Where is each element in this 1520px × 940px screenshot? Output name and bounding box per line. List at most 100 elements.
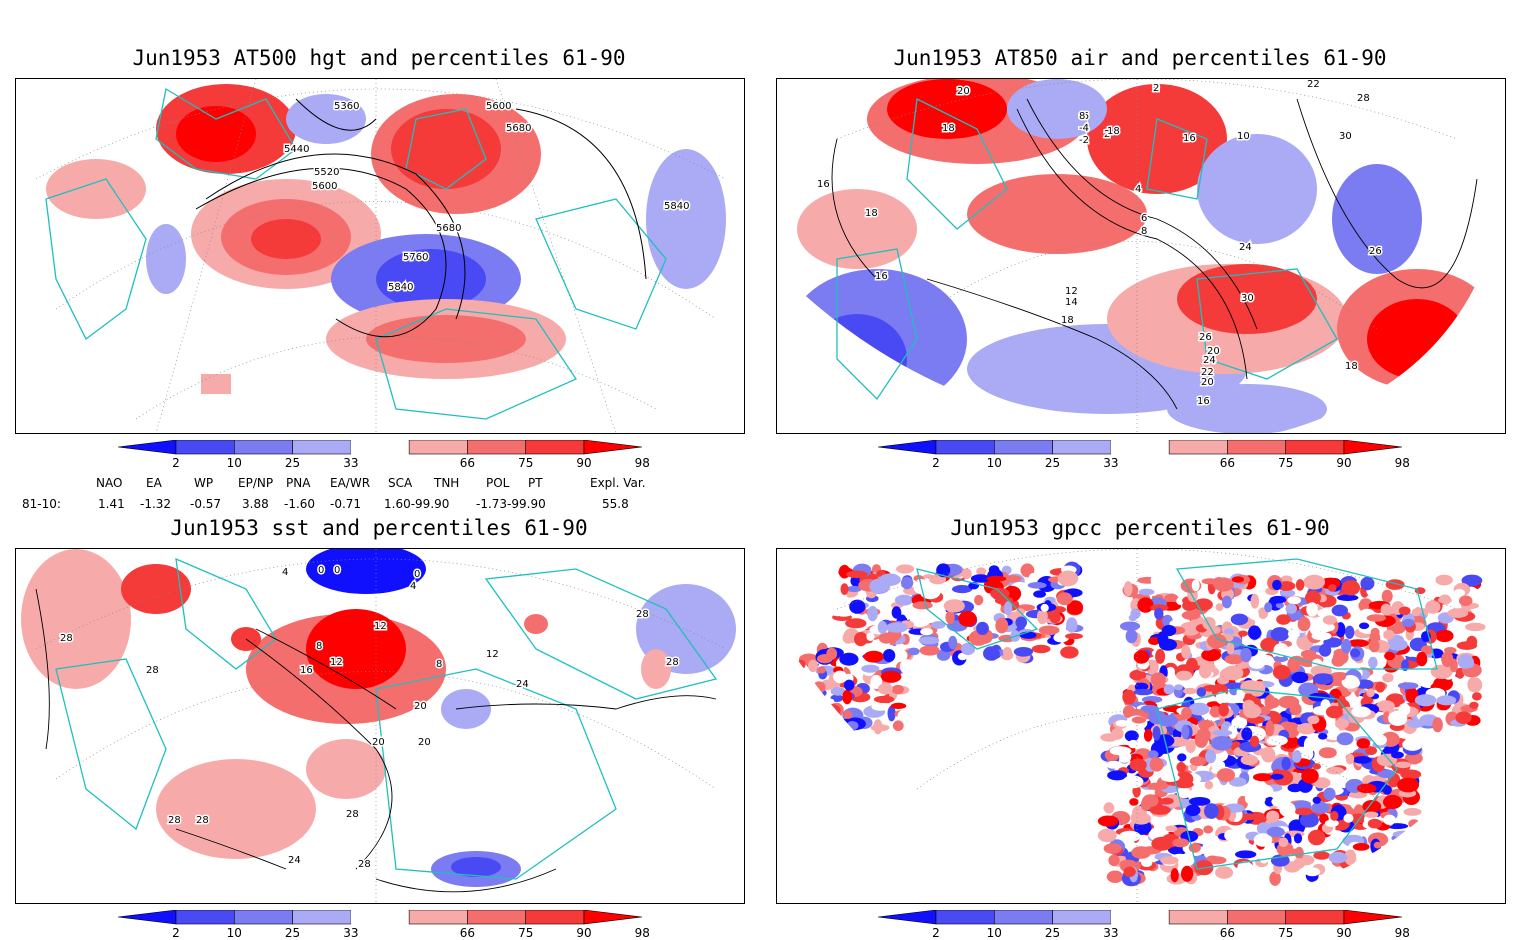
precip-anomaly-cell (1181, 610, 1201, 620)
contour-label: 20 (957, 86, 970, 97)
precip-anomaly-cell (846, 585, 862, 593)
contour-label: 12 (1065, 286, 1078, 297)
colorbar-swatch (350, 910, 410, 924)
contour-label: 28 (168, 815, 181, 826)
colorbar-tick-label: 33 (343, 456, 359, 470)
precip-anomaly-cell (1204, 835, 1219, 845)
colorbar-tick-label: 75 (518, 456, 534, 470)
precip-anomaly-cell (1416, 651, 1428, 667)
contour-label: 8 (1141, 226, 1147, 237)
latitude-circle (916, 241, 1378, 330)
precip-anomaly-cell (919, 645, 940, 656)
precip-anomaly-cell (1270, 627, 1290, 642)
precip-anomaly-cell (897, 650, 908, 661)
precip-anomaly-cell (1397, 777, 1419, 793)
precip-anomaly-cell (952, 585, 973, 594)
precip-anomaly-cell (976, 567, 987, 576)
precip-anomaly-cell (1272, 655, 1289, 663)
tele-header: PNA (286, 476, 311, 490)
contour-label: 8 (316, 641, 322, 652)
precip-anomaly-cell (1299, 812, 1319, 828)
contour-label: 28 (196, 815, 209, 826)
contour-label: 16 (1183, 133, 1196, 144)
precip-anomaly-cell (842, 689, 853, 705)
colorbar-tick-label: 2 (172, 926, 180, 940)
precip-anomaly-cell (936, 563, 951, 578)
precip-anomaly-cell (1278, 837, 1289, 848)
precip-anomaly-cell (1330, 811, 1339, 821)
precip-anomaly-cell (871, 703, 889, 711)
precip-anomaly-cell (1154, 607, 1164, 620)
precip-anomaly-cell (1366, 688, 1375, 698)
anomaly-cold (1197, 134, 1317, 244)
tele-header: EA (146, 476, 162, 490)
precip-anomaly-cell (1231, 576, 1244, 583)
precip-anomaly-cell (1266, 826, 1285, 838)
precip-anomaly-cell (1177, 753, 1187, 762)
precip-anomaly-cell (1123, 581, 1133, 597)
contour-label: -4 (1079, 123, 1089, 134)
colorbar-tick-label: 10 (986, 926, 1002, 940)
tele-header: PT (528, 476, 543, 490)
colorbar-swatch (1343, 439, 1403, 455)
precip-anomaly-cell (1028, 573, 1038, 585)
precip-anomaly-cell (1401, 659, 1410, 671)
precip-anomaly-cell (1176, 670, 1193, 681)
precip-anomaly-cell (1381, 589, 1393, 603)
tele-value: -0.71 (330, 497, 362, 511)
precip-anomaly-cell (1384, 651, 1396, 661)
colorbar-tick-label: 75 (1278, 926, 1294, 940)
precip-anomaly-cell (892, 720, 904, 731)
coastline (1156, 688, 1398, 870)
colorbar-tick-label: 75 (1278, 456, 1294, 470)
panel-title-air: Jun1953 AT850 air and percentiles 61-90 (893, 46, 1387, 70)
colorbar-swatch (1110, 440, 1170, 454)
contour-label: 16 (817, 179, 830, 190)
colorbar-bottom-left: 2 10 25 33 66 75 90 98 (117, 909, 650, 940)
precip-anomaly-cell (1432, 717, 1443, 733)
precip-anomaly-cell (1237, 861, 1253, 873)
colorbar-tick-label: 10 (986, 456, 1002, 470)
precip-anomaly-cell (1136, 627, 1151, 634)
precip-anomaly-cell (1053, 632, 1069, 643)
precip-anomaly-cell (1186, 657, 1198, 671)
precip-anomaly-cell (891, 684, 904, 695)
precip-anomaly-cell (873, 695, 895, 704)
contour-label: 18 (942, 123, 955, 134)
precip-anomaly-cell (826, 647, 838, 660)
precip-anomaly-cell (1147, 750, 1159, 759)
precip-anomaly-cell (1191, 579, 1200, 592)
precip-anomaly-cell (1166, 666, 1175, 677)
precip-anomaly-cell (1038, 625, 1060, 635)
precip-anomaly-cell (1129, 669, 1147, 681)
precip-anomaly-cell (1391, 751, 1404, 759)
colorbar-tick-label: 25 (284, 456, 301, 470)
precip-anomaly-cell (907, 647, 920, 656)
precip-anomaly-cell (920, 628, 933, 636)
contour-label: 20 (1201, 377, 1214, 388)
precip-anomaly-cell (912, 601, 933, 610)
precip-anomaly-cell (842, 632, 854, 644)
precip-anomaly-cell (1250, 735, 1260, 748)
precip-anomaly-cell (1002, 647, 1013, 658)
precip-anomaly-cell (1301, 768, 1319, 784)
colorbar-tick-label: 90 (1336, 926, 1352, 940)
precip-anomaly-cell (1253, 773, 1273, 782)
contour-label: 5760 (403, 252, 428, 263)
precip-anomaly-cell (1312, 796, 1321, 804)
precip-anomaly-cell (1426, 602, 1440, 611)
tele-header: EP/NP (238, 476, 274, 490)
precip-anomaly-cell (1176, 787, 1191, 799)
precip-anomaly-cell (1402, 618, 1415, 628)
colorbar-swatch (935, 909, 995, 925)
precip-anomaly-cell (1305, 590, 1321, 606)
contour-label: 28 (146, 665, 159, 676)
colorbar-swatch (467, 439, 527, 455)
precip-anomaly-cell (1170, 868, 1179, 883)
contour-label: 18 (1345, 361, 1358, 372)
precip-anomaly-cell (1296, 723, 1317, 735)
precip-anomaly-cell (1235, 850, 1257, 859)
contour-label: 20 (414, 701, 427, 712)
contour-label: 5360 (334, 101, 359, 112)
precip-anomaly-cell (1250, 593, 1260, 609)
